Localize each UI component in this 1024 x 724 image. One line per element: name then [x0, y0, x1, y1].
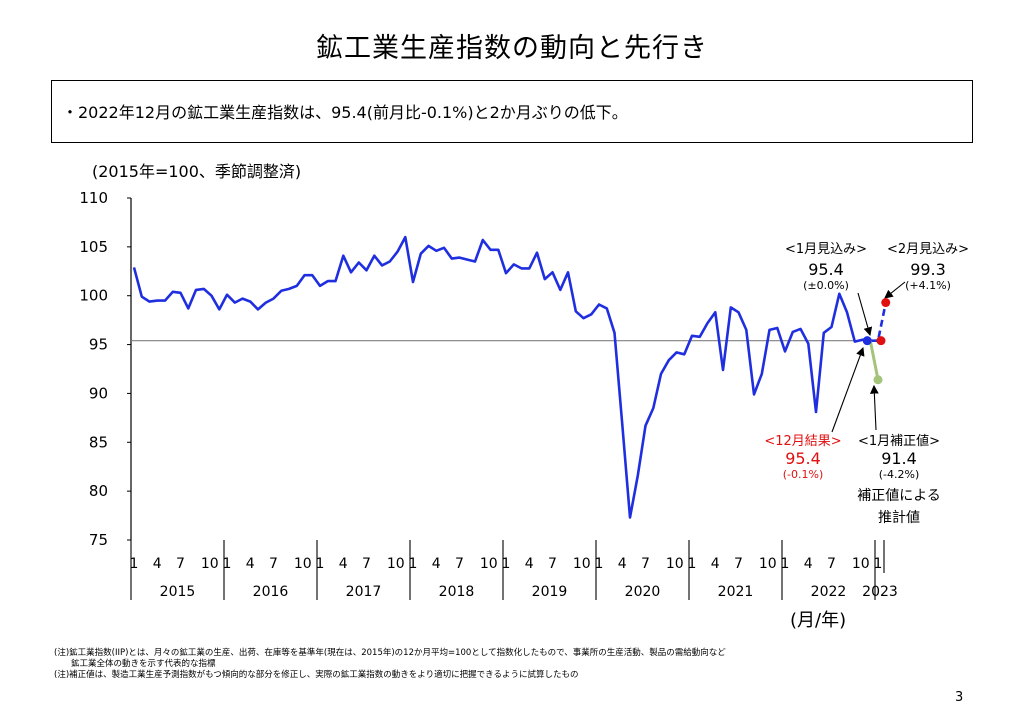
- x-month-label: 4: [153, 556, 162, 572]
- y-tick-label: 75: [89, 531, 108, 549]
- x-month-label: 4: [246, 556, 255, 572]
- y-tick-label: 110: [79, 189, 108, 207]
- x-month-label: 4: [339, 556, 348, 572]
- jan-forecast-arrow: [857, 292, 873, 337]
- feb-forecast-arrow: [884, 281, 906, 299]
- footnote-3: (注)補正値は、製造工業生産予測指数がもつ傾向的な部分を修正し、実際の鉱工業指数…: [54, 670, 579, 680]
- x-month-label: 1: [502, 556, 511, 572]
- x-month-label: 1: [223, 556, 232, 572]
- x-month-label: 1: [874, 556, 883, 572]
- summary-box: ・2022年12月の鉱工業生産指数は、95.4(前月比-0.1%)と2か月ぶりの…: [51, 80, 973, 143]
- jan-forecast-point: [876, 336, 886, 346]
- x-axis-unit-label: (月/年): [790, 610, 847, 631]
- x-month-label: 7: [827, 556, 836, 572]
- x-month-label: 1: [781, 556, 790, 572]
- x-month-label: 4: [618, 556, 627, 572]
- jan-forecast-annotation: <1月見込み> 95.4 (±0.0%): [776, 238, 876, 292]
- feb-forecast-point: [881, 298, 891, 308]
- x-month-label: 1: [316, 556, 325, 572]
- jan-corrected-label: <1月補正値>: [857, 434, 941, 449]
- x-month-label: 10: [759, 556, 777, 572]
- x-month-label: 7: [176, 556, 185, 572]
- x-year-label: 2018: [439, 584, 475, 600]
- corrected-series-line: [868, 340, 880, 380]
- jan-corrected-change: (-4.2%): [878, 468, 920, 481]
- jan-forecast-value: 95.4: [808, 260, 844, 279]
- feb-forecast-annotation: <2月見込み> 99.3 (+4.1%): [878, 238, 978, 292]
- y-tick-label: 100: [79, 287, 108, 305]
- x-month-label: 10: [294, 556, 312, 572]
- x-month-label: 10: [201, 556, 219, 572]
- x-year-label: 2022: [811, 584, 847, 600]
- x-month-label: 7: [641, 556, 650, 572]
- x-month-label: 1: [595, 556, 604, 572]
- y-tick-label: 85: [89, 433, 108, 451]
- footnote-2: 鉱工業全体の動きを示す代表的な指標: [54, 659, 216, 669]
- x-month-label: 4: [804, 556, 813, 572]
- dec-result-arrow: [831, 346, 865, 433]
- jan-corrected-value: 91.4: [881, 449, 917, 468]
- jan-corrected-annotation: <1月補正値> 91.4 (-4.2%) 補正値による 推計値: [848, 430, 950, 527]
- y-tick-label: 95: [89, 336, 108, 354]
- x-month-label: 7: [734, 556, 743, 572]
- dec-result-point: [862, 336, 872, 346]
- x-year-label: 2015: [160, 584, 196, 600]
- x-month-label: 10: [387, 556, 405, 572]
- x-year-label: 2023: [862, 584, 898, 600]
- feb-forecast-change: (+4.1%): [905, 279, 951, 292]
- dec-result-change: (-0.1%): [782, 468, 824, 481]
- y-tick-label: 90: [89, 384, 108, 402]
- x-month-label: 7: [362, 556, 371, 572]
- x-month-label: 1: [688, 556, 697, 572]
- dec-result-value: 95.4: [785, 449, 821, 468]
- x-month-label: 7: [548, 556, 557, 572]
- footnote-1: (注)鉱工業指数(IIP)とは、月々の鉱工業の生産、出荷、在庫等を基準年(現在は…: [54, 648, 726, 658]
- x-month-label: 7: [269, 556, 278, 572]
- x-month-label: 10: [666, 556, 684, 572]
- y-tick-label: 80: [89, 482, 108, 500]
- x-month-label: 4: [711, 556, 720, 572]
- page-title: 鉱工業生産指数の動向と先行き: [316, 33, 708, 64]
- x-month-label: 1: [130, 556, 139, 572]
- x-year-label: 2020: [625, 584, 661, 600]
- x-month-label: 10: [480, 556, 498, 572]
- x-month-label: 4: [432, 556, 441, 572]
- dec-result-annotation: <12月結果> 95.4 (-0.1%): [757, 430, 849, 481]
- jan-corrected-note-1: 補正値による: [857, 488, 941, 504]
- jan-forecast-change: (±0.0%): [803, 279, 849, 292]
- x-year-label: 2016: [253, 584, 289, 600]
- x-year-label: 2021: [718, 584, 754, 600]
- x-year-label: 2017: [346, 584, 382, 600]
- footnotes: (注)鉱工業指数(IIP)とは、月々の鉱工業の生産、出荷、在庫等を基準年(現在は…: [54, 648, 726, 681]
- x-month-label: 10: [852, 556, 870, 572]
- dec-result-label: <12月結果>: [764, 434, 842, 449]
- summary-text: ・2022年12月の鉱工業生産指数は、95.4(前月比-0.1%)と2か月ぶりの…: [62, 103, 628, 122]
- forecast-series-line: [870, 302, 888, 343]
- jan-corrected-point: [873, 375, 883, 385]
- feb-forecast-value: 99.3: [910, 260, 946, 279]
- x-month-label: 10: [573, 556, 591, 572]
- feb-forecast-label: <2月見込み>: [886, 242, 970, 257]
- page-number: 3: [955, 690, 964, 705]
- x-month-label: 4: [525, 556, 534, 572]
- x-month-label: 7: [455, 556, 464, 572]
- x-year-label: 2019: [532, 584, 568, 600]
- y-axis-unit-label: (2015年=100、季節調整済): [92, 162, 302, 181]
- actual-series-line: [132, 235, 871, 519]
- jan-corrected-arrow: [869, 384, 879, 431]
- x-month-label: 1: [409, 556, 418, 572]
- jan-forecast-label: <1月見込み>: [784, 242, 868, 257]
- jan-corrected-note-2: 推計値: [878, 510, 920, 526]
- y-tick-label: 105: [79, 238, 108, 256]
